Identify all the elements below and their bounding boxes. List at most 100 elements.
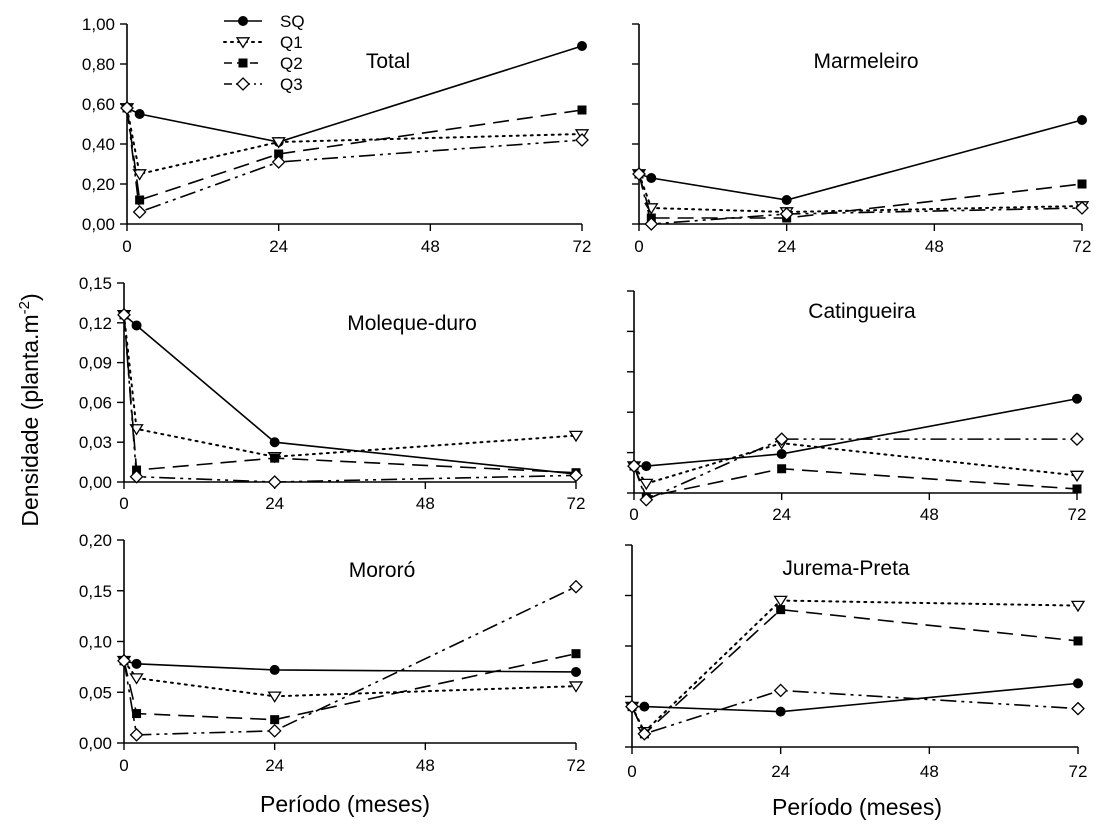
data-point-q2 <box>1077 179 1087 189</box>
series-line-q1 <box>633 442 1078 485</box>
data-point-q1 <box>129 673 144 685</box>
legend-label: Q1 <box>280 33 303 52</box>
data-point-q3 <box>773 683 788 698</box>
data-point-q1 <box>132 169 147 181</box>
data-point-q3 <box>625 699 639 714</box>
data-point-sq <box>1072 393 1082 404</box>
x-tick-label: 48 <box>925 237 944 256</box>
series-line-sq <box>632 682 1079 713</box>
x-tick-label: 72 <box>567 494 586 513</box>
y-tick-label: 0,80 <box>82 55 115 74</box>
x-tick-label: 72 <box>1069 762 1088 781</box>
series-line-q2 <box>633 465 1078 498</box>
data-point-sq <box>641 461 652 472</box>
legend-marker <box>235 37 251 49</box>
y-axis-label: Densidade (planta.m-2) <box>16 293 43 526</box>
series-line-q3 <box>633 438 1077 501</box>
series-line-q1 <box>123 659 577 698</box>
x-tick-label: 0 <box>122 237 131 256</box>
series-line-sq <box>123 660 577 673</box>
data-point-sq <box>134 109 145 119</box>
x-tick-label: 72 <box>1073 237 1092 256</box>
data-point-q3 <box>569 579 583 594</box>
chart-panel-1: 0,00 0,20 0,40 0,60 0,80 1,00 0 24 48 72 Total <box>82 15 592 256</box>
y-tick-label: 0,20 <box>82 175 115 194</box>
series-line-q3 <box>638 173 1083 225</box>
data-point-q3 <box>117 653 131 668</box>
x-tick-label: 48 <box>416 494 435 513</box>
data-point-q1 <box>271 137 286 149</box>
y-tick-label: 0,00 <box>79 734 112 753</box>
data-point-q2 <box>270 715 280 725</box>
y-tick-label: 0,00 <box>79 473 112 492</box>
data-point-sq <box>269 664 280 675</box>
y-tick-label: 0,12 <box>79 314 112 333</box>
legend-item-q3: Q3 <box>224 75 303 94</box>
data-point-sq <box>646 173 657 183</box>
data-point-q3 <box>1075 201 1089 215</box>
chart-panel-2: 0 24 48 72 Marmeleiro <box>631 23 1092 256</box>
data-point-q3 <box>129 469 144 484</box>
x-tick-label: 72 <box>1068 505 1087 524</box>
x-tick-label: 48 <box>920 505 939 524</box>
x-tick-label: 72 <box>573 237 592 256</box>
x-tick-label: 48 <box>920 762 939 781</box>
y-tick-label: 0,05 <box>79 683 112 702</box>
data-point-sq <box>131 658 142 669</box>
y-tick-label: 0,15 <box>79 582 112 601</box>
data-point-q1 <box>639 478 654 491</box>
y-tick-label: 0,20 <box>79 531 112 550</box>
panel-title: Catingueira <box>808 300 916 323</box>
data-point-q3 <box>569 468 583 483</box>
data-point-q3 <box>1071 701 1085 716</box>
data-point-q2 <box>1072 484 1082 494</box>
data-point-sq <box>775 706 786 717</box>
x-tick-label: 24 <box>269 237 288 256</box>
data-point-q3 <box>779 207 794 221</box>
series-line-sq <box>638 119 1083 201</box>
x-tick-label: 0 <box>634 237 643 256</box>
data-point-q1 <box>773 595 788 608</box>
data-point-q3 <box>267 723 282 738</box>
data-point-q2 <box>135 195 145 205</box>
panel-title: Mororó <box>349 559 416 582</box>
data-point-q2 <box>777 464 787 474</box>
x-tick-label: 0 <box>119 756 128 775</box>
x-tick-label: 24 <box>772 505 791 524</box>
y-tick-label: 0,40 <box>82 135 115 154</box>
x-axis-label-left: Período (meses) <box>260 791 430 817</box>
series-line-q1 <box>631 599 1079 734</box>
chart-panel-3: 0,00 0,03 0,06 0,09 0,12 0,15 0 24 48 72 Moleque-d… <box>79 274 586 513</box>
y-tick-label: 0,10 <box>79 633 112 652</box>
data-point-q1 <box>1070 600 1086 613</box>
data-point-q3 <box>271 155 286 169</box>
series-line-q3 <box>123 314 577 483</box>
data-point-q3 <box>774 432 789 447</box>
data-point-q2 <box>776 605 786 615</box>
chart-panel-4: 0 24 48 72 Catingueira <box>626 290 1087 524</box>
data-point-q3 <box>120 101 134 115</box>
data-point-q3 <box>117 307 131 322</box>
legend-marker <box>236 77 250 91</box>
data-point-sq <box>577 41 587 51</box>
x-tick-label: 72 <box>567 756 586 775</box>
panel-title: Jurema-Preta <box>782 557 910 580</box>
data-point-q1 <box>1069 470 1085 483</box>
data-point-q3 <box>637 726 652 741</box>
legend-label: Q3 <box>280 75 303 94</box>
data-point-sq <box>269 437 280 448</box>
legend-label: SQ <box>280 12 305 31</box>
data-point-q2 <box>577 105 587 115</box>
data-point-sq <box>639 701 650 712</box>
legend-item-q1: Q1 <box>223 33 303 52</box>
series-line-q3 <box>631 689 1079 735</box>
y-tick-label: 0,03 <box>79 433 112 452</box>
x-axis-label-right: Período (meses) <box>772 794 942 820</box>
data-point-q1 <box>568 430 584 443</box>
chart-panel-6: 0 24 48 72 Jurema-Preta <box>624 544 1088 781</box>
legend-marker <box>238 16 248 26</box>
y-tick-label: 0,15 <box>79 274 112 293</box>
legend: SQ Q1 Q2 Q3 <box>223 12 305 94</box>
panel-title: Total <box>366 50 410 73</box>
